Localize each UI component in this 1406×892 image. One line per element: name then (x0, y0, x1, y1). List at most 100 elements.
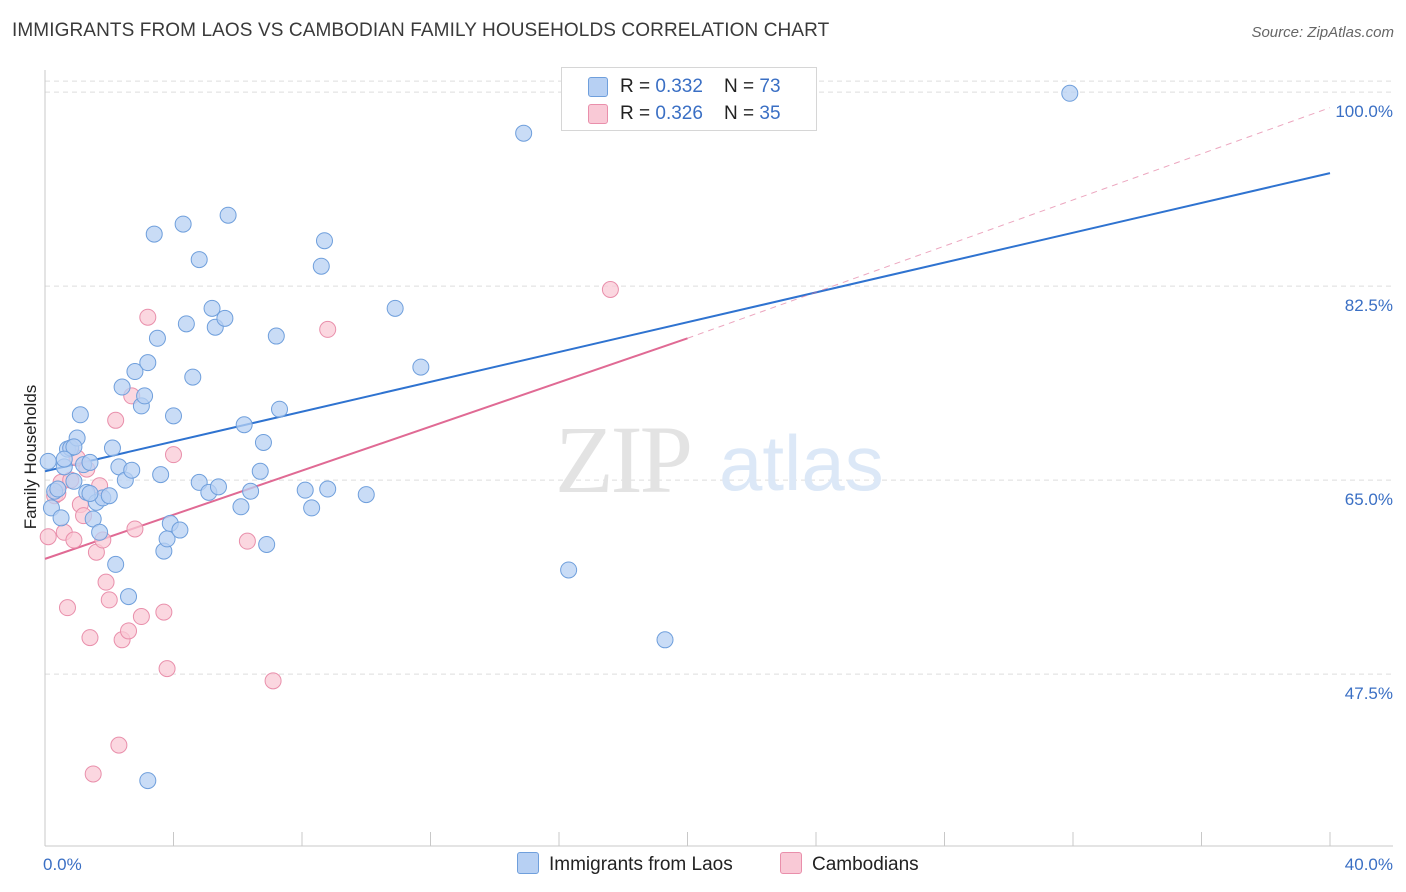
cambodians-point (39, 528, 57, 546)
laos-point (235, 416, 253, 434)
legend-n-label: N = (724, 76, 760, 97)
bottom-legend-swatch-laos (517, 852, 539, 874)
laos-point (123, 461, 141, 479)
y-tick-label: 65.0% (1345, 490, 1393, 509)
cambodians-point (120, 622, 138, 640)
bottom-legend-label-laos: Immigrants from Laos (549, 854, 733, 875)
laos-point (216, 309, 234, 327)
laos-point (177, 315, 195, 333)
laos-point (107, 555, 125, 573)
laos-point (81, 484, 99, 502)
laos-point (242, 482, 260, 500)
y-tick-label: 100.0% (1335, 102, 1393, 121)
laos-point (386, 299, 404, 317)
cambodians-point (264, 672, 282, 690)
cambodians-point (84, 765, 102, 783)
laos-point (232, 498, 250, 516)
laos-point (303, 499, 321, 517)
cambodians-point (97, 573, 115, 591)
laos-point (312, 257, 330, 275)
trend-lines (44, 107, 1331, 560)
cambodians-point (58, 599, 76, 617)
laos-point (174, 215, 192, 233)
legend-swatch-laos (588, 77, 608, 97)
x-tick-label: 0.0% (43, 855, 82, 874)
cambodians-point (601, 280, 619, 298)
laos-point (515, 124, 533, 142)
laos-point (271, 400, 289, 418)
laos-point (267, 327, 285, 345)
laos-point (315, 232, 333, 250)
laos-point (203, 299, 221, 317)
watermark: ZIP atlas (555, 406, 884, 513)
bottom-legend-cambodians: Cambodians (780, 852, 919, 876)
legend-n-value: 35 (759, 103, 781, 124)
watermark-atlas: atlas (719, 419, 884, 507)
legend-r-value: 0.326 (655, 103, 703, 124)
laos-point (100, 487, 118, 505)
legend-r-label: R = (620, 103, 656, 124)
cambodians-point (165, 446, 182, 464)
legend-n-label: N = (724, 103, 760, 124)
laos-point (254, 433, 272, 451)
cambodians-trend-extension (687, 107, 1331, 339)
cambodians-point (110, 736, 128, 754)
laos-point (357, 486, 375, 504)
laos-point (91, 523, 109, 541)
laos-point (296, 481, 314, 499)
legend-r-label: R = (620, 76, 656, 97)
cambodians-point (81, 629, 99, 647)
x-tick-label: 40.0% (1345, 855, 1393, 874)
laos-point (319, 480, 337, 498)
data-points (39, 84, 1079, 790)
laos-point (209, 478, 227, 496)
cambodians-trend-line (44, 337, 688, 560)
laos-point (65, 472, 83, 490)
laos-point (139, 354, 157, 372)
tick-labels: 47.5% 65.0% 82.5% 100.0% 0.0% 40.0% (43, 102, 1393, 874)
cambodians-point (126, 520, 144, 538)
laos-point (190, 251, 208, 269)
laos-point (81, 453, 99, 471)
chart-source: Source: ZipAtlas.com (1251, 24, 1394, 41)
legend-r-value: 0.332 (655, 76, 703, 97)
cambodians-point (238, 532, 256, 550)
laos-point (148, 329, 166, 347)
laos-point (171, 521, 189, 539)
laos-point (656, 631, 674, 649)
laos-point (65, 438, 83, 456)
cambodians-point (107, 411, 125, 429)
laos-point (184, 368, 202, 386)
laos-point (39, 452, 57, 470)
cambodians-point (132, 608, 150, 626)
cambodians-point (100, 591, 118, 609)
laos-point (113, 378, 131, 396)
laos-point (1061, 84, 1079, 102)
laos-point (560, 561, 578, 579)
laos-point (55, 450, 73, 468)
laos-point (139, 772, 157, 790)
bottom-legend-laos: Immigrants from Laos (517, 852, 733, 876)
legend-n-value: 73 (759, 76, 781, 97)
legend: R = 0.332 N = 73 R = 0.326 N = 35 (561, 67, 817, 131)
y-tick-label: 47.5% (1345, 684, 1393, 703)
bottom-legend-swatch-cambodians (780, 852, 802, 874)
chart-title: IMMIGRANTS FROM LAOS VS CAMBODIAN FAMILY… (12, 20, 830, 41)
laos-point (120, 588, 138, 606)
laos-point (412, 358, 430, 376)
laos-point (49, 480, 67, 498)
laos-point (219, 206, 237, 224)
y-tick-label: 82.5% (1345, 296, 1393, 315)
laos-point (258, 535, 276, 553)
y-axis-label: Family Households (21, 385, 40, 530)
cambodians-point (158, 660, 176, 678)
watermark-zip: ZIP (555, 406, 690, 513)
cambodians-point (139, 308, 157, 326)
cambodians-point (155, 603, 173, 621)
laos-point (126, 363, 144, 381)
cambodians-point (65, 531, 83, 549)
cambodians-point (319, 320, 337, 338)
laos-point (152, 466, 170, 484)
laos-point (52, 509, 70, 527)
